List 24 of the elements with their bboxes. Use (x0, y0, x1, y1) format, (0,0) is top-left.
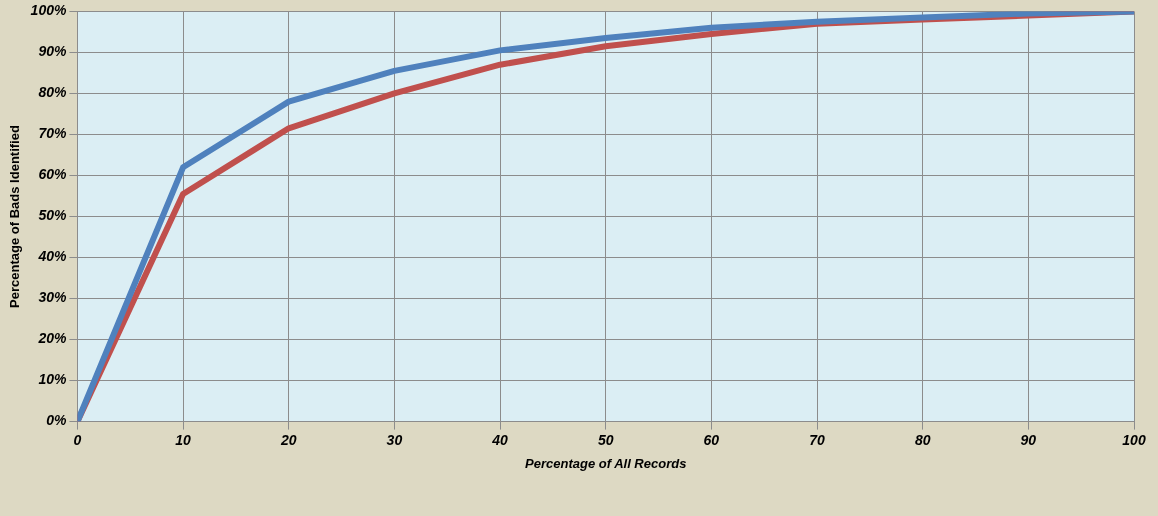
x-tick-label: 100 (1122, 431, 1146, 448)
y-tick-label: 20% (37, 330, 67, 347)
y-tick-label: 90% (38, 43, 67, 60)
y-tick-label: 60% (38, 166, 67, 183)
x-axis-title: Percentage of All Records (525, 455, 687, 471)
x-tick-label: 40 (491, 431, 509, 448)
x-tick-label: 60 (703, 431, 720, 448)
y-tick-label: 70% (38, 125, 67, 142)
x-tick-label: 30 (386, 431, 403, 448)
x-tick-label: 50 (597, 431, 614, 448)
y-axis-title: Percentage of Bads Identified (7, 125, 23, 308)
y-tick-label: 30% (38, 289, 67, 306)
y-tick-label: 10% (38, 371, 67, 388)
x-tick-label: 10 (175, 431, 192, 448)
x-tick-label: 70 (809, 431, 826, 448)
y-tick-label: 40% (37, 248, 67, 265)
x-tick-label: 20 (279, 431, 297, 448)
y-tick-label: 100% (30, 2, 67, 19)
x-tick-label: 0 (73, 431, 82, 448)
x-tick-label: 90 (1020, 431, 1037, 448)
y-tick-label: 80% (38, 84, 67, 101)
y-tick-label: 50% (38, 207, 67, 224)
y-tick-label: 0% (46, 412, 67, 429)
x-tick-label: 80 (914, 431, 931, 448)
